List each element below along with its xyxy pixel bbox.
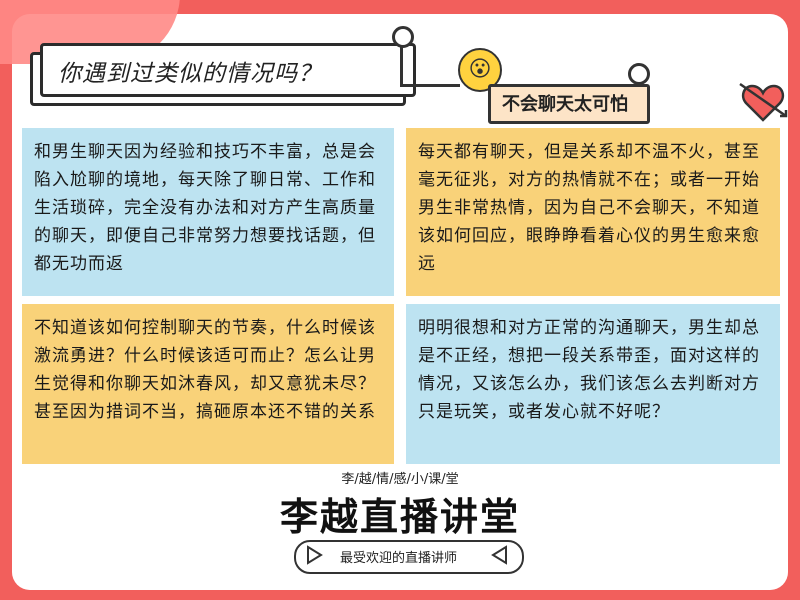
panel-top-right: 每天都有聊天，但是关系却不温不火，甚至毫无征兆，对方的热情就不在；或者一开始男生…: [406, 128, 780, 296]
pin-decoration: [392, 26, 414, 48]
surprised-emoji-icon: 😮: [458, 48, 502, 92]
footer-subtitle: 李/越/情/感/小/课/堂: [341, 472, 459, 487]
pin-decoration: [628, 63, 650, 85]
sparkle-icon: ✦: [764, 12, 785, 40]
footer-name: 李越直播讲堂: [279, 495, 520, 539]
connector-line: [400, 84, 460, 87]
heart-arrow-icon: [739, 82, 788, 122]
play-icon: [307, 545, 323, 565]
slogan-text: 最受欢迎的直播讲师: [340, 551, 458, 566]
panel-top-left: 和男生聊天因为经验和技巧不丰富，总是会陷入尬聊的境地，每天除了聊日常、工作和生活…: [22, 128, 394, 296]
panel-bottom-right: 明明很想和对方正常的沟通聊天，男生却总是不正经，想把一段关系带歪，面对这样的情况…: [406, 304, 780, 464]
connector-line: [400, 45, 403, 85]
tag-box: [488, 84, 650, 124]
slogan-pill: [294, 540, 524, 574]
poster-card: [0, 0, 788, 590]
page-title: 你遇到过类似的情况吗？: [58, 61, 322, 87]
tag-label: 不会聊天太可怕: [502, 94, 628, 115]
panel-bottom-left: 不知道该如何控制聊天的节奏，什么时候该激流勇进？什么时候该适可而止？怎么让男生觉…: [22, 304, 394, 464]
rewind-icon: [491, 545, 507, 565]
title-bubble: [40, 43, 416, 97]
